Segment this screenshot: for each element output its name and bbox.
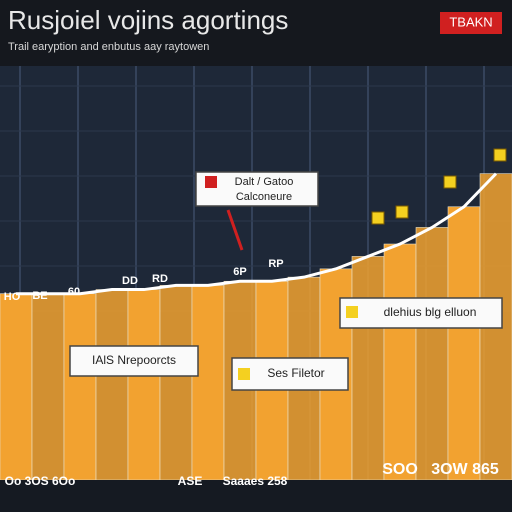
point-label: 6P <box>233 266 246 278</box>
x-axis-label: SOO <box>382 461 418 478</box>
marker <box>493 148 507 162</box>
annotation-box <box>69 345 199 377</box>
bar <box>0 293 33 481</box>
bar <box>31 293 65 481</box>
annotation: Ses Filetor <box>267 366 324 380</box>
marker <box>238 368 250 380</box>
marker <box>371 211 385 225</box>
chart-subtitle: Trail earyption and enbutus aay raytowen <box>8 41 209 53</box>
pointer <box>226 209 244 251</box>
point-label: HO <box>4 291 21 303</box>
bar <box>159 285 193 481</box>
badge-text: TBAKN <box>449 14 492 29</box>
bar <box>383 243 417 481</box>
annotation-box <box>339 297 503 329</box>
bar <box>127 289 161 481</box>
marker <box>443 175 457 189</box>
header <box>0 0 512 66</box>
annotation: Calconeure <box>236 191 292 203</box>
point-label: RD <box>152 273 168 285</box>
x-axis-label: Oo 3OS 6Oo <box>5 474 76 488</box>
point-label: BE <box>32 290 47 302</box>
bar <box>351 256 385 481</box>
bar <box>95 289 129 481</box>
point-label: RP <box>268 258 283 270</box>
x-axis-label: ASE <box>178 474 203 488</box>
trend-line <box>16 172 498 296</box>
annotation: IAlS Nrepoorcts <box>92 353 176 367</box>
annotation: dlehius blg elluon <box>384 305 477 319</box>
marker <box>395 205 409 219</box>
bar <box>447 206 481 481</box>
bar <box>415 227 449 481</box>
bar <box>191 285 225 481</box>
axis-strip <box>0 480 512 512</box>
point-label: DD <box>122 275 138 287</box>
marker <box>346 306 358 318</box>
badge <box>440 12 502 34</box>
chart-title: Rusjoiel vojins agortings <box>8 5 288 35</box>
annotation-box <box>231 357 349 391</box>
annotation: Dalt / Gatoo <box>235 176 294 188</box>
x-axis-label: Saaaes 258 <box>223 474 288 488</box>
bar <box>63 293 97 481</box>
x-axis-label: 3OW 865 <box>431 461 499 478</box>
point-label: 60 <box>68 286 80 298</box>
marker <box>205 176 217 188</box>
